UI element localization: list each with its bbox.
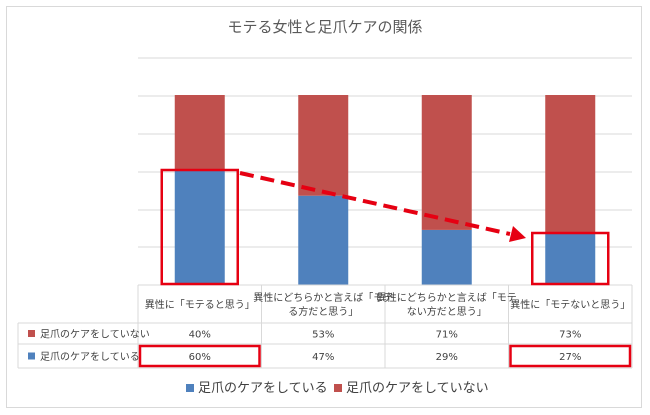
bar-care-2 [421,229,472,285]
trend-arrow-head [509,226,526,242]
row-marker-no-care [28,330,35,337]
category-label-1: る方だと思う」 [288,305,358,318]
row-label-care: 足爪のケアをしている [40,351,140,363]
bar-no-care-0 [174,95,225,171]
legend-marker-no-care [334,384,342,392]
data-label-care-2: 29% [436,352,458,363]
category-label-0: 異性に「モテると思う」 [145,298,255,311]
data-label-care-3: 27% [559,352,581,363]
data-label-no-care-1: 53% [312,330,334,341]
chart-border [6,6,642,408]
category-label-2: ない方だと思う」 [407,305,487,318]
highlight-box-cell-3 [509,344,632,368]
data-label-care-1: 47% [312,352,334,363]
highlight-box-bar-3 [531,231,610,286]
row-marker-care [28,352,35,360]
category-label-3: 異性に「モテないと思う」 [510,298,630,311]
category-label-2: 異性にどちらかと言えば「モテ [377,291,517,304]
bar-no-care-2 [421,95,472,230]
data-label-no-care-3: 73% [559,330,581,341]
category-label-1: 異性にどちらかと言えば「モテ [253,291,393,304]
legend-marker-care [186,384,194,392]
legend-label-care: 足爪のケアをしている [198,381,328,396]
bar-care-1 [298,195,349,285]
trend-arrow-line [239,171,511,236]
row-label-no-care: 足爪のケアをしていない [40,329,150,341]
legend-label-no-care: 足爪のケアをしていない [346,381,489,396]
highlight-box-bar-0 [160,168,239,286]
chart-title: モテる女性と足爪ケアの関係 [227,18,423,36]
data-label-care-0: 60% [189,352,211,363]
highlight-box-cell-0 [138,344,261,368]
bar-no-care-1 [298,95,349,196]
bar-care-3 [545,233,596,285]
data-label-no-care-2: 71% [436,330,458,341]
bar-care-0 [174,171,225,285]
data-label-no-care-0: 40% [189,330,211,341]
bar-no-care-3 [545,95,596,234]
